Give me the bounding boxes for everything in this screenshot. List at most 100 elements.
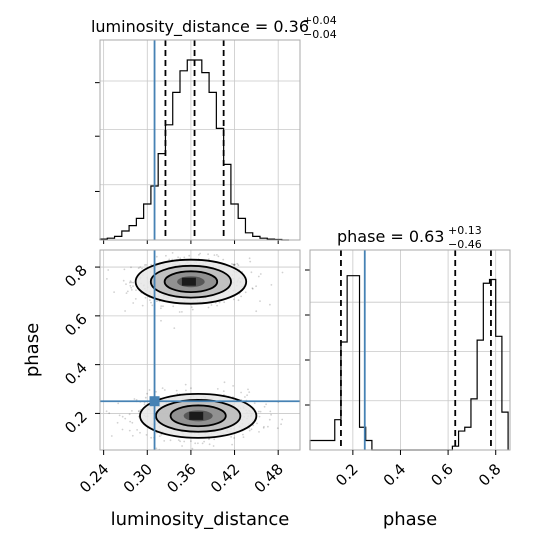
joint-sample-point	[128, 413, 131, 416]
joint-sample-point	[118, 414, 121, 417]
joint-sample-point	[251, 288, 254, 290]
joint-sample-point	[223, 381, 226, 384]
joint-sample-point	[133, 398, 136, 400]
joint-sample-point	[236, 262, 239, 265]
joint-sample-point	[183, 440, 186, 443]
joint-sample-point	[124, 417, 127, 420]
joint-sample-point	[151, 304, 154, 307]
joint-sample-point	[190, 306, 193, 308]
joint-sample-point	[144, 396, 147, 399]
joint-sample-point	[150, 301, 152, 304]
luminosity-distance-hist-line	[99, 59, 290, 241]
joint-sample-point	[131, 421, 134, 424]
joint-sample-point	[183, 256, 186, 259]
joint-sample-point	[248, 391, 251, 393]
joint-sample-point	[129, 280, 132, 283]
joint-sample-point	[132, 302, 135, 304]
joint-sample-point	[144, 264, 146, 266]
joint-sample-point	[122, 279, 125, 282]
joint-sample-point	[218, 301, 221, 304]
joint-sample-point	[263, 405, 266, 408]
joint-sample-point	[130, 266, 132, 269]
joint-sample-point	[208, 443, 211, 446]
joint-sample-point	[217, 255, 220, 258]
joint-sample-point	[223, 301, 226, 304]
joint-density-peak	[189, 411, 204, 420]
joint-sample-point	[237, 299, 240, 302]
joint-sample-point	[237, 264, 240, 267]
joint-sample-point	[240, 391, 243, 394]
joint-sample-point	[231, 443, 234, 446]
joint-sample-point	[257, 410, 260, 413]
joint-sample-point	[126, 290, 129, 293]
joint-sample-point	[281, 271, 284, 274]
joint-sample-point	[247, 388, 249, 391]
phase-title: phase = 0.63	[337, 227, 444, 246]
joint-sample-point	[248, 429, 251, 432]
joint-sample-point	[137, 410, 140, 413]
joint-sample-point	[160, 305, 163, 307]
joint-sample-point	[110, 435, 113, 437]
joint-sample-point	[168, 258, 171, 261]
joint-sample-point	[129, 420, 132, 423]
joint-sample-point	[216, 254, 218, 256]
joint-sample-point	[106, 278, 108, 280]
joint-sample-point	[269, 303, 271, 306]
joint-contour	[134, 258, 248, 305]
joint-sample-point	[150, 436, 153, 439]
joint-sample-point	[158, 435, 161, 437]
joint-xtick-label: 0.24	[76, 460, 112, 496]
joint-xtick-label: 0.36	[163, 460, 199, 496]
joint-sample-point	[253, 402, 256, 404]
joint-sample-point	[188, 254, 191, 257]
joint-sample-point	[162, 305, 164, 307]
luminosity-distance-title: luminosity_distance = 0.36	[91, 17, 309, 37]
joint-sample-point	[216, 388, 219, 390]
joint-sample-point	[212, 445, 215, 447]
joint-sample-point	[181, 445, 184, 447]
joint-sample-point	[198, 253, 200, 256]
joint-sample-point	[185, 389, 187, 392]
joint-ytick-label: 0.6	[61, 310, 91, 340]
joint-sample-point	[179, 440, 182, 443]
joint-sample-point	[138, 410, 140, 412]
joint-sample-point	[131, 434, 134, 437]
joint-sample-point	[143, 403, 146, 406]
joint-sample-point	[158, 300, 161, 303]
joint-sample-point	[123, 268, 126, 271]
joint-sample-point	[262, 427, 265, 429]
joint-sample-point	[130, 286, 133, 289]
joint-sample-point	[240, 295, 243, 298]
joint-sample-point	[230, 436, 233, 438]
joint-sample-point	[281, 418, 284, 421]
joint-sample-point	[233, 263, 236, 266]
joint-sample-point	[244, 396, 246, 398]
joint-sample-point	[165, 254, 167, 257]
joint-contour	[163, 270, 219, 294]
joint-sample-point	[242, 433, 244, 436]
joint-sample-point	[216, 304, 219, 307]
joint-sample-point	[172, 305, 175, 308]
joint-sample-point	[207, 253, 210, 256]
joint-sample-point	[270, 413, 272, 416]
joint-sample-point	[257, 275, 260, 278]
joint-sample-point	[191, 447, 194, 450]
joint-sample-point	[113, 291, 115, 293]
joint-sample-point	[169, 439, 172, 442]
joint-xlabel: luminosity_distance	[111, 509, 290, 530]
phase-hist-panel: phase = 0.63 +0.13 −0.46 0.2 0.4 0.6 0.8 ph…	[305, 224, 511, 530]
joint-sample-point	[250, 271, 253, 274]
joint-sample-point	[105, 410, 108, 413]
joint-sample-point	[208, 438, 210, 441]
joint-sample-point	[184, 383, 187, 386]
joint-sample-point	[141, 267, 143, 270]
joint-sample-point	[107, 269, 110, 271]
joint-sample-point	[183, 451, 185, 453]
joint-sample-point	[259, 300, 261, 302]
joint-sample-point	[259, 410, 262, 413]
phase-hist-frame	[309, 249, 511, 451]
joint-sample-point	[163, 389, 166, 391]
joint-sample-point	[155, 255, 158, 258]
joint-sample-point	[256, 422, 258, 425]
phase-xtick-label: 0.8	[475, 460, 505, 490]
